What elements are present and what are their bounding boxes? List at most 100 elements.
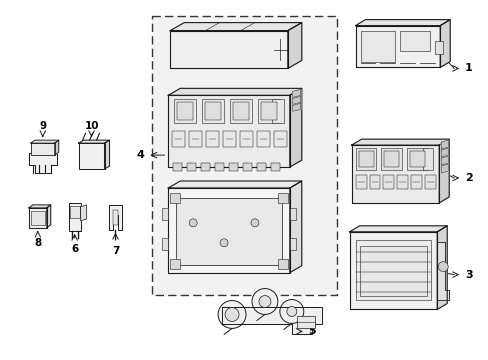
Bar (170, 259, 180, 269)
Polygon shape (349, 226, 447, 232)
Circle shape (437, 262, 447, 272)
Polygon shape (55, 140, 59, 155)
Polygon shape (436, 242, 448, 300)
Bar (256, 163, 265, 171)
Polygon shape (108, 205, 122, 230)
Bar (258, 99, 279, 123)
Circle shape (250, 219, 259, 227)
Bar (407, 148, 427, 170)
Text: 1: 1 (464, 63, 472, 73)
Bar (289, 208, 295, 220)
Circle shape (189, 219, 197, 227)
Bar (384, 151, 399, 167)
Bar (355, 240, 430, 300)
Polygon shape (355, 20, 449, 26)
Bar (68, 203, 81, 231)
Polygon shape (438, 139, 448, 203)
Bar (112, 210, 118, 225)
Bar (400, 31, 429, 50)
Polygon shape (355, 26, 439, 67)
Bar (355, 148, 376, 170)
Bar (355, 175, 366, 189)
Bar (358, 151, 373, 167)
Polygon shape (436, 226, 447, 310)
Polygon shape (289, 88, 301, 167)
Polygon shape (440, 156, 447, 165)
Bar (289, 238, 295, 250)
Bar (205, 102, 221, 120)
Text: 7: 7 (112, 246, 119, 256)
Polygon shape (31, 140, 59, 143)
Bar (174, 99, 196, 123)
Circle shape (220, 239, 227, 247)
Bar (172, 131, 185, 147)
Text: 9: 9 (39, 121, 46, 131)
Circle shape (279, 300, 303, 323)
Text: 8: 8 (34, 238, 41, 248)
Bar (233, 102, 248, 120)
Bar (359, 246, 427, 296)
Bar (223, 131, 236, 147)
Polygon shape (351, 145, 438, 203)
Bar (273, 131, 286, 147)
Bar (423, 148, 432, 170)
Polygon shape (170, 31, 287, 68)
Bar (277, 193, 287, 203)
Polygon shape (29, 208, 47, 228)
Polygon shape (47, 205, 51, 228)
Bar (277, 259, 287, 269)
Bar (189, 131, 202, 147)
Bar (397, 175, 407, 189)
Circle shape (218, 301, 245, 328)
Bar (201, 163, 210, 171)
Polygon shape (222, 306, 321, 334)
Circle shape (251, 289, 277, 315)
Polygon shape (168, 88, 301, 95)
Polygon shape (79, 143, 104, 169)
Text: 10: 10 (84, 121, 99, 131)
Bar (215, 163, 224, 171)
Polygon shape (292, 96, 300, 104)
Polygon shape (440, 140, 447, 149)
Polygon shape (287, 23, 301, 68)
Circle shape (224, 307, 239, 321)
Bar (170, 193, 180, 203)
Bar (31, 211, 45, 225)
Polygon shape (29, 153, 57, 173)
Polygon shape (440, 148, 447, 157)
Bar (69, 206, 80, 218)
Circle shape (259, 296, 270, 307)
Bar (256, 131, 269, 147)
Bar (383, 175, 394, 189)
Bar (173, 163, 182, 171)
Bar (202, 99, 224, 123)
Polygon shape (31, 143, 55, 155)
Bar (296, 316, 314, 328)
Polygon shape (292, 103, 300, 111)
Polygon shape (292, 89, 300, 97)
Bar (187, 163, 196, 171)
Polygon shape (79, 140, 109, 143)
Polygon shape (351, 139, 448, 145)
Bar (240, 131, 252, 147)
Bar (229, 99, 251, 123)
Polygon shape (104, 140, 109, 169)
Text: 3: 3 (464, 270, 472, 280)
Bar (243, 163, 251, 171)
Polygon shape (168, 95, 289, 167)
Text: 2: 2 (464, 173, 472, 183)
Text: 6: 6 (71, 244, 78, 254)
Circle shape (286, 306, 296, 316)
Polygon shape (440, 164, 447, 173)
Bar (206, 131, 219, 147)
Bar (425, 175, 435, 189)
Bar (261, 102, 276, 120)
Bar (176, 198, 281, 265)
Bar (162, 238, 168, 250)
Text: 5: 5 (307, 327, 315, 336)
Polygon shape (168, 181, 301, 188)
Bar (409, 151, 425, 167)
Bar (176, 198, 281, 265)
Bar (270, 163, 279, 171)
Polygon shape (439, 20, 449, 67)
